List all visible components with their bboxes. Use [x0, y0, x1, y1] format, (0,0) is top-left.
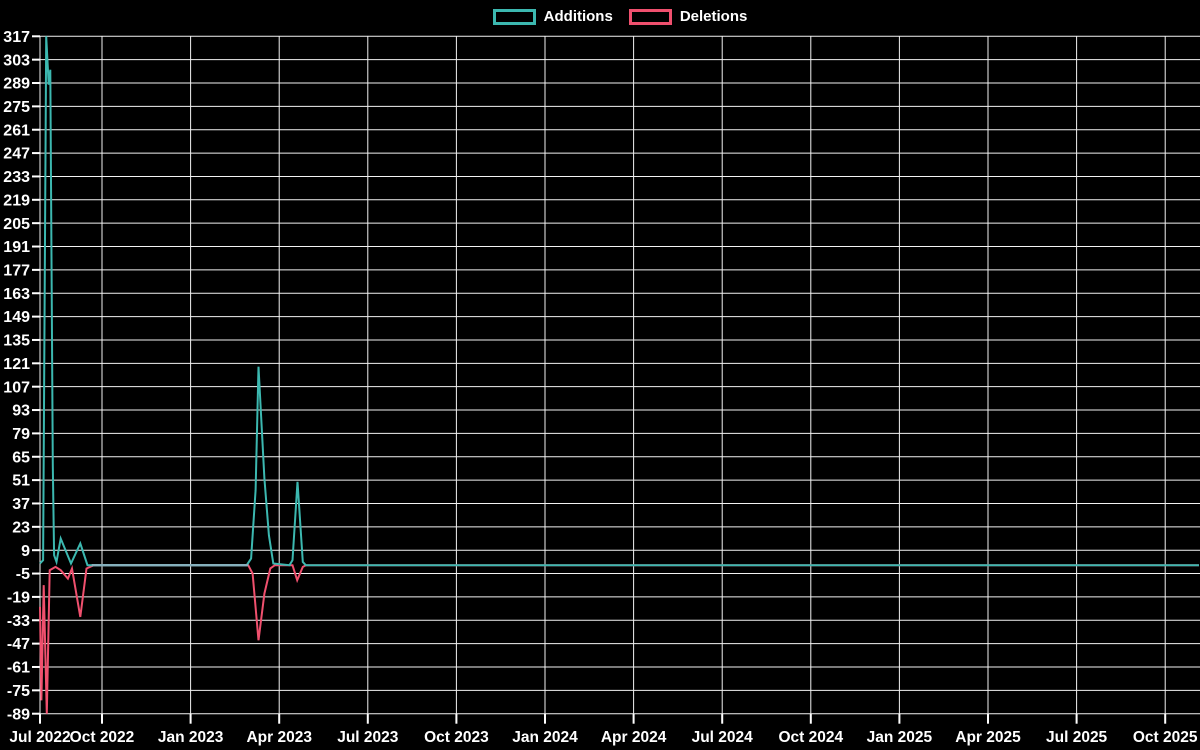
additions-line	[39, 36, 1199, 567]
legend-item-additions[interactable]: Additions	[492, 8, 613, 26]
x-tick-label: Jul 2025	[1046, 729, 1108, 746]
x-tick-label: Apr 2025	[955, 729, 1021, 746]
y-tick-label: 247	[3, 146, 30, 163]
y-tick-label: 261	[3, 122, 30, 139]
y-tick-label: -33	[7, 613, 30, 630]
y-tick-label: 51	[12, 473, 30, 490]
y-tick-label: -75	[7, 683, 30, 700]
x-tick-label: Jan 2024	[512, 729, 578, 746]
y-tick-label: 135	[3, 333, 30, 350]
legend-label-deletions: Deletions	[679, 8, 748, 25]
y-tick-label: 93	[12, 403, 30, 420]
y-tick-label: -47	[7, 636, 30, 653]
y-tick-label: -89	[7, 706, 30, 723]
x-tick-label: Jan 2023	[158, 729, 224, 746]
x-tick-label: Jul 2022	[9, 729, 70, 746]
y-tick-label: 303	[3, 52, 30, 69]
y-tick-label: 107	[3, 379, 30, 396]
y-tick-label: 23	[12, 519, 30, 536]
y-tick-label: -5	[16, 566, 30, 583]
x-tick-label: Apr 2024	[601, 729, 667, 746]
x-tick-label: Jul 2023	[337, 729, 399, 746]
x-tick-label: Jan 2025	[867, 729, 933, 746]
y-tick-label: 121	[3, 356, 30, 373]
deletions-swatch	[628, 9, 672, 25]
y-tick-label: 205	[3, 216, 30, 233]
y-tick-label: 163	[3, 286, 30, 303]
y-tick-label: 65	[12, 449, 30, 466]
legend-label-additions: Additions	[543, 8, 613, 25]
x-tick-label: Oct 2024	[778, 729, 843, 746]
deletions-line	[39, 564, 1199, 714]
y-tick-label: 191	[3, 239, 30, 256]
y-tick-label: -61	[7, 660, 30, 677]
y-tick-label: 149	[3, 309, 30, 326]
x-tick-label: Jul 2024	[692, 729, 754, 746]
x-tick-label: Oct 2022	[70, 729, 135, 746]
y-tick-label: -19	[7, 590, 30, 607]
y-tick-label: 9	[21, 543, 30, 560]
y-tick-label: 219	[3, 192, 30, 209]
y-tick-label: 289	[3, 76, 30, 93]
legend: Additions Deletions	[40, 8, 1200, 26]
legend-item-deletions[interactable]: Deletions	[628, 8, 748, 26]
y-tick-label: 37	[12, 496, 30, 513]
x-tick-label: Apr 2023	[246, 729, 312, 746]
y-tick-label: 79	[12, 426, 30, 443]
y-tick-label: 317	[3, 29, 30, 46]
x-tick-label: Oct 2023	[424, 729, 489, 746]
y-tick-label: 177	[3, 262, 30, 279]
y-tick-label: 233	[3, 169, 30, 186]
additions-swatch	[492, 9, 536, 25]
y-tick-label: 275	[3, 99, 30, 116]
x-tick-label: Oct 2025	[1133, 729, 1198, 746]
